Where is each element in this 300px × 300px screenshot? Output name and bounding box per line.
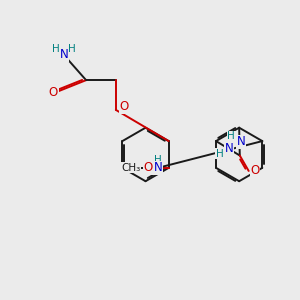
Text: H: H bbox=[52, 44, 59, 54]
Text: H: H bbox=[154, 155, 162, 165]
Text: O: O bbox=[250, 164, 260, 177]
Text: H: H bbox=[227, 131, 235, 141]
Text: N: N bbox=[59, 48, 68, 62]
Text: O: O bbox=[143, 161, 152, 174]
Text: O: O bbox=[49, 85, 58, 98]
Text: N: N bbox=[154, 161, 162, 174]
Text: O: O bbox=[119, 100, 129, 113]
Text: N: N bbox=[237, 135, 245, 148]
Text: H: H bbox=[68, 44, 76, 54]
Text: N: N bbox=[225, 142, 234, 155]
Text: CH₃: CH₃ bbox=[121, 163, 141, 173]
Text: H: H bbox=[216, 148, 224, 159]
